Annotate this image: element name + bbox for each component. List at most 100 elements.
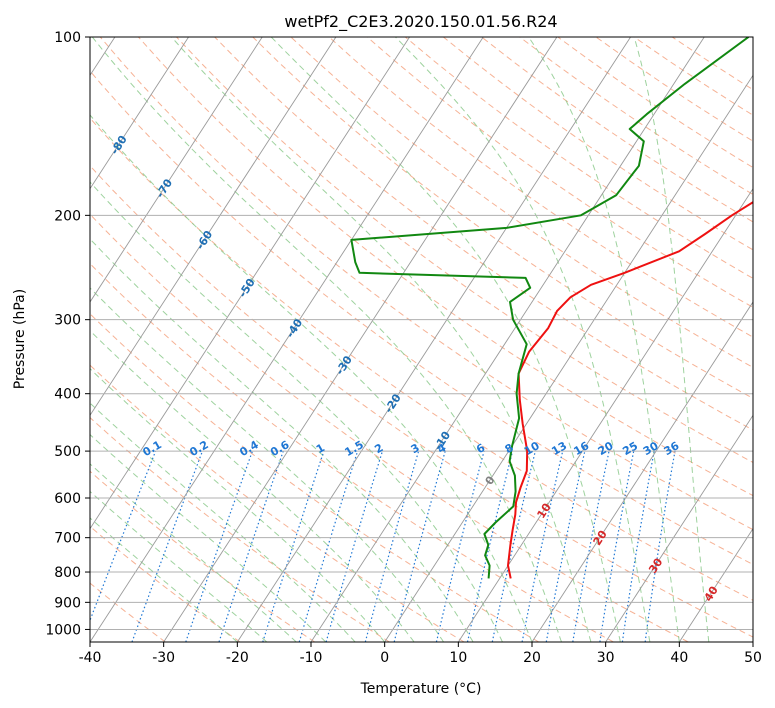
y-tick-label: 600 [54, 491, 81, 507]
mixing-ratio-label: 25 [620, 439, 640, 458]
mixing-ratio-line [218, 450, 284, 642]
y-tick-label: 200 [54, 208, 81, 224]
x-tick-label: -30 [152, 650, 175, 666]
x-tick-label: 30 [597, 650, 615, 666]
y-tick-label: 700 [54, 531, 81, 547]
mixing-ratio-label: 1 [314, 441, 327, 456]
temperature-curve [507, 201, 753, 579]
mixing-ratio-label: 0.6 [268, 438, 292, 459]
mixing-ratio-line [599, 450, 635, 642]
dewpoint-curve [350, 37, 750, 579]
moist-adiabat [90, 238, 474, 642]
moist-adiabat [90, 367, 386, 642]
moist-adiabat [90, 402, 356, 642]
mixing-ratio-line [364, 450, 420, 642]
mixing-ratio-line [325, 450, 383, 642]
mixing-ratio-line [545, 450, 586, 642]
isotherm-line [90, 37, 484, 642]
isotherm-label: -90 [63, 89, 85, 113]
isotherm-line [90, 37, 189, 190]
isotherm-line [752, 641, 753, 642]
isotherm-line [90, 37, 337, 417]
moist-adiabat [91, 37, 562, 642]
dry-adiabat [90, 70, 753, 566]
moist-adiabat [90, 490, 268, 642]
mixing-ratio-line [466, 450, 514, 642]
mixing-ratio-label: 0.1 [140, 438, 163, 459]
plot-frame [89, 36, 754, 643]
isotherm-label: -80 [108, 133, 130, 157]
moist-adiabat [171, 37, 592, 642]
mixing-ratio-line [90, 450, 157, 622]
isotherm-line [531, 301, 753, 642]
y-tick-label: 300 [54, 313, 81, 329]
isotherm-label: 0 [483, 474, 498, 488]
isotherm-label: -100 [13, 46, 39, 76]
y-tick-label: 800 [54, 565, 81, 581]
moist-adiabat [528, 37, 680, 642]
x-tick-label: 50 [744, 650, 762, 666]
dry-adiabat [519, 37, 753, 196]
isotherm-line [90, 37, 410, 530]
mixing-ratio-line [521, 450, 564, 642]
mixing-ratio-line [393, 450, 446, 642]
isotherm-label: -30 [333, 353, 355, 377]
x-tick-label: -20 [226, 650, 249, 666]
isotherm-line [163, 37, 558, 642]
dry-adiabat [366, 37, 753, 308]
mixing-ratio-label: 1.5 [343, 438, 366, 459]
y-tick-label: 100 [54, 30, 81, 46]
chart-title: wetPf2_C2E3.2020.150.01.56.R24 [284, 12, 557, 32]
mixing-ratio-label: 6 [474, 441, 487, 456]
y-tick-label: 1000 [45, 622, 81, 638]
moist-adiabat [90, 517, 238, 642]
x-tick-label: -40 [79, 650, 102, 666]
mixing-ratio-line [491, 450, 536, 642]
dry-adiabat [90, 262, 614, 642]
y-axis-label: Pressure (hPa) [12, 289, 28, 389]
isotherm-line [90, 37, 263, 303]
mixing-ratio-label: 3 [409, 441, 422, 456]
mixing-ratio-line [185, 450, 254, 642]
dry-adiabat [671, 37, 753, 91]
mixing-ratio-label: 36 [662, 439, 682, 458]
mixing-ratio-line [131, 450, 204, 642]
mixing-ratio-line [644, 450, 676, 642]
isotherm-line [310, 37, 705, 642]
dry-adiabat [99, 37, 753, 531]
isotherm-line [384, 74, 753, 642]
mixing-ratio-line [435, 450, 485, 642]
mixing-ratio-label: 30 [641, 439, 661, 458]
mixing-ratio-label: 2 [372, 441, 385, 456]
isotherm-line [236, 37, 631, 642]
moist-adiabat [90, 287, 445, 642]
dry-adiabat [90, 117, 753, 601]
dry-adiabat [557, 37, 753, 169]
dry-adiabat [404, 37, 753, 279]
isotherm-label: -20 [382, 391, 404, 415]
dry-adiabat [90, 165, 753, 638]
moist-adiabat [90, 433, 327, 642]
dry-adiabat [90, 313, 540, 642]
dry-adiabat [252, 37, 753, 399]
isotherm-label: -60 [194, 228, 216, 252]
isotherm-line [678, 527, 753, 642]
moist-adiabat [90, 114, 533, 642]
isotherm-label: -50 [236, 276, 258, 300]
x-tick-label: 20 [523, 650, 541, 666]
dry-adiabat [595, 37, 753, 142]
moist-adiabat [395, 37, 651, 642]
x-tick-label: 0 [380, 650, 389, 666]
mixing-ratio-line [298, 450, 359, 642]
y-tick-label: 900 [54, 595, 81, 611]
dry-adiabat [90, 364, 465, 642]
dry-adiabat [214, 37, 753, 431]
dry-adiabat [328, 37, 753, 338]
dry-adiabat [90, 470, 315, 642]
dry-adiabat [290, 37, 753, 368]
dry-adiabat [90, 213, 689, 642]
moist-adiabat [90, 329, 415, 642]
x-tick-label: -10 [300, 650, 323, 666]
isotherm-label: 30 [646, 556, 665, 576]
